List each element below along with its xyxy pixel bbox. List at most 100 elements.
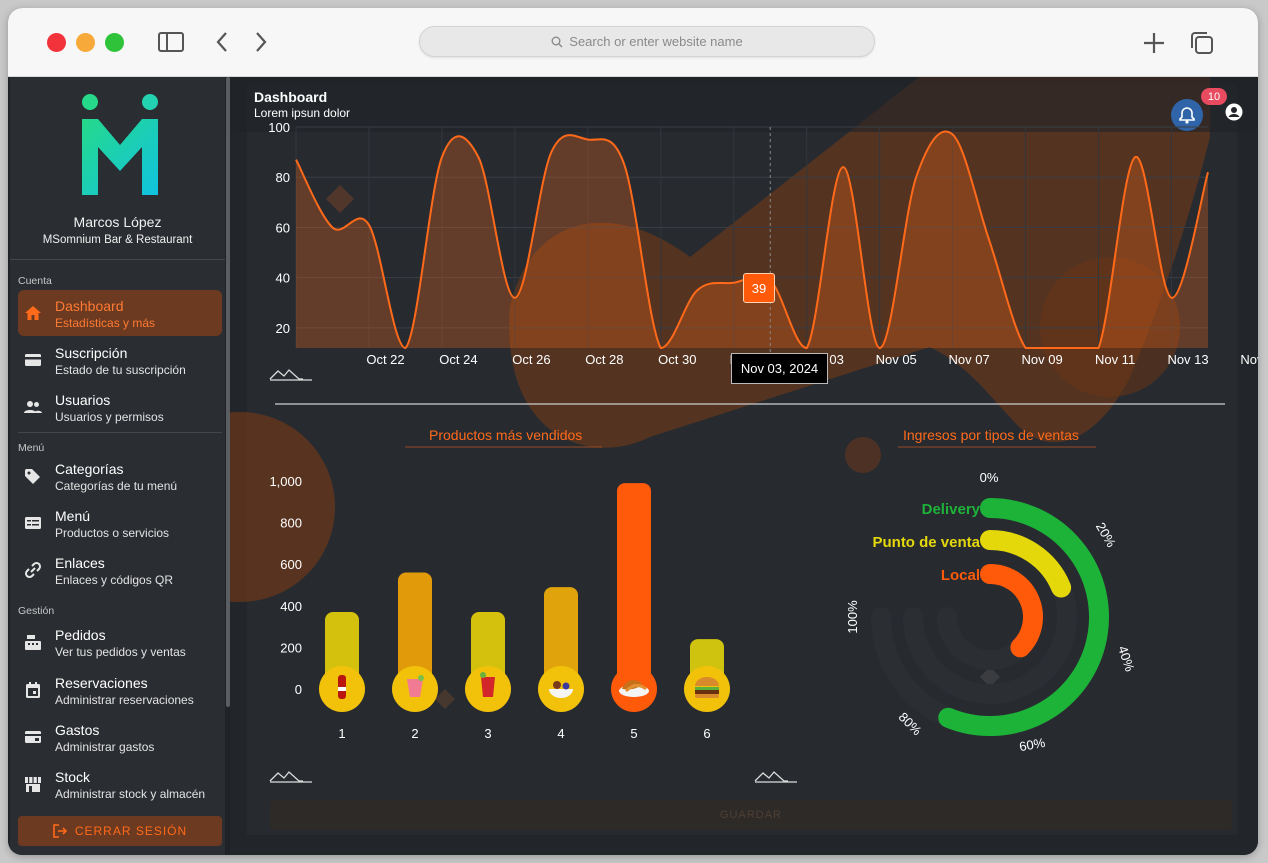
- radial-tick-label: 40%: [1115, 644, 1137, 674]
- bell-icon: [1179, 107, 1195, 124]
- back-arrow-icon[interactable]: [212, 30, 232, 54]
- business-name: MSomnium Bar & Restaurant: [42, 234, 193, 246]
- nav-subtitle: Productos o servicios: [55, 526, 170, 540]
- x-tick-label: 4: [557, 726, 564, 741]
- x-tick-label: Nov 05: [876, 352, 917, 367]
- burger-icon: [695, 677, 719, 698]
- forward-arrow-icon[interactable]: [251, 30, 271, 54]
- nav-subtitle: Enlaces y códigos QR: [55, 573, 174, 587]
- section-gestion: Gestión: [18, 605, 55, 617]
- nav-subtitle: Ver tus pedidos y ventas: [55, 645, 186, 659]
- radial-bar: [980, 564, 1043, 658]
- tabs-overview-icon[interactable]: [1189, 30, 1215, 56]
- users-icon: [24, 401, 42, 413]
- chart-zoom-icon: [269, 771, 312, 783]
- x-tick-label: Nov 13: [1167, 352, 1208, 367]
- dessert-bowl-icon: [549, 681, 573, 698]
- nav-subtitle: Estado de tu suscripción: [55, 363, 186, 377]
- chicken-icon: [619, 680, 649, 697]
- page-subtitle: Lorem ipsun dolor: [254, 106, 351, 120]
- section-cuenta: Cuenta: [18, 275, 52, 287]
- radial-series-label: Punto de venta: [872, 534, 980, 551]
- top-bar: [230, 77, 1258, 132]
- radial-bar: [980, 530, 1072, 598]
- x-tick-label: 3: [484, 726, 491, 741]
- bar: [544, 587, 578, 689]
- x-tick-label: Nov 09: [1022, 352, 1063, 367]
- browser-window: Search or enter website name Marcos Lópe…: [8, 8, 1258, 855]
- bar-chart-title: Productos más vendidos: [429, 427, 583, 443]
- nav-pedidos[interactable]: Pedidos Ver tus pedidos y ventas: [18, 619, 222, 665]
- nav-title: Enlaces: [55, 555, 105, 571]
- area-fill: [296, 131, 1208, 348]
- sidebar-toggle-icon[interactable]: [157, 30, 185, 54]
- nav-gastos[interactable]: Gastos Administrar gastos: [18, 714, 222, 760]
- section-menu: Menú: [18, 442, 45, 454]
- home-icon: [25, 306, 41, 320]
- notifications-button[interactable]: [1171, 99, 1203, 131]
- nav-title: Menú: [55, 508, 91, 524]
- radial-tick-label: 0%: [980, 470, 999, 485]
- cocktail-pink-icon: [407, 675, 424, 697]
- user-name: Marcos López: [73, 214, 162, 230]
- nav-usuarios[interactable]: Usuarios Usuarios y permisos: [18, 384, 222, 430]
- chart-zoom-icon: [754, 771, 797, 783]
- divider: [10, 259, 225, 260]
- nav-title: Dashboard: [55, 298, 124, 314]
- y-tick-label: 600: [280, 557, 302, 572]
- y-tick-label: 60: [276, 220, 290, 235]
- y-tick-label: 40: [276, 271, 290, 286]
- nav-title: Usuarios: [55, 392, 111, 408]
- search-icon: [551, 36, 563, 47]
- store-icon: [25, 777, 41, 792]
- logout-label: CERRAR SESIÓN: [74, 824, 188, 838]
- nav-title: Suscripción: [55, 345, 128, 361]
- y-tick-label: 80: [276, 170, 290, 185]
- y-tick-label: 1,000: [269, 474, 302, 489]
- radial-tick-label: 60%: [1018, 735, 1047, 754]
- tag-icon: [25, 469, 40, 484]
- x-tick-label: Oct 24: [439, 352, 477, 367]
- link-icon: [24, 561, 42, 579]
- card-icon: [25, 354, 41, 366]
- new-tab-icon[interactable]: [1141, 30, 1167, 56]
- radial-series-label: Delivery: [922, 501, 981, 518]
- sidebar: Marcos López MSomnium Bar & Restaurant C…: [10, 77, 225, 855]
- calendar-icon: [26, 682, 40, 698]
- nav-reservaciones[interactable]: Reservaciones Administrar reservaciones: [18, 667, 222, 713]
- nav-title: Stock: [55, 769, 91, 785]
- nav-title: Categorías: [55, 461, 124, 477]
- nav-categorias[interactable]: Categorías Categorías de tu menú: [18, 453, 222, 499]
- x-tick-label: Oct 22: [366, 352, 404, 367]
- x-tick-label: Nov 11: [1095, 352, 1135, 367]
- address-bar[interactable]: Search or enter website name: [419, 26, 875, 57]
- nav-title: Gastos: [55, 722, 100, 738]
- radial-tick-label: 100%: [845, 600, 860, 634]
- y-tick-label: 200: [280, 640, 302, 655]
- radial-bar: [938, 498, 1109, 736]
- maximize-window-button[interactable]: [105, 33, 124, 52]
- nav-stock[interactable]: Stock Administrar stock y almacén: [18, 761, 222, 807]
- nav-menu[interactable]: Menú Productos o servicios: [18, 500, 222, 546]
- close-window-button[interactable]: [47, 33, 66, 52]
- nav-subtitle: Administrar reservaciones: [55, 693, 194, 707]
- register-icon: [25, 635, 41, 650]
- logout-button[interactable]: CERRAR SESIÓN: [18, 816, 222, 846]
- save-button[interactable]: GUARDAR: [270, 800, 1232, 830]
- minimize-window-button[interactable]: [76, 33, 95, 52]
- nav-dashboard[interactable]: Dashboard Estadísticas y más: [18, 290, 222, 336]
- sidebar-scrollbar[interactable]: [226, 77, 230, 707]
- divider: [18, 432, 222, 433]
- nav-enlaces[interactable]: Enlaces Enlaces y códigos QR: [18, 547, 222, 593]
- background-decoration: [230, 77, 1210, 709]
- x-tick-label: Oct 30: [658, 352, 696, 367]
- main-content: Dashboard Lorem ipsun dolor 10 20 40 60 80 1…: [230, 77, 1258, 855]
- y-tick-label: 800: [280, 516, 302, 531]
- y-tick-label: 100: [268, 120, 290, 135]
- account-icon[interactable]: [1225, 103, 1243, 121]
- x-tick-label: 5: [630, 726, 637, 741]
- y-tick-label: 20: [276, 321, 290, 336]
- browser-toolbar: Search or enter website name: [8, 8, 1258, 77]
- nav-suscripcion[interactable]: Suscripción Estado de tu suscripción: [18, 337, 222, 383]
